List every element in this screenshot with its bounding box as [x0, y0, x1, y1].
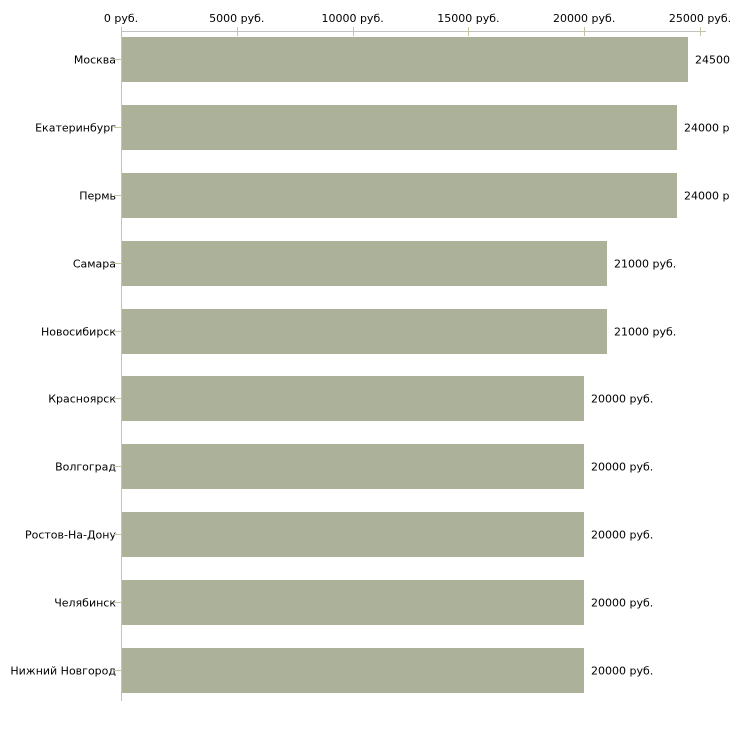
bar-row: Пермь 24000 руб.: [0, 173, 730, 218]
bar: [122, 105, 677, 150]
y-axis-tick-mark: [114, 195, 121, 196]
value-label: 21000 руб.: [614, 325, 677, 338]
bar: [122, 241, 607, 286]
bar-row: Москва 24500 руб.: [0, 37, 730, 82]
bar: [122, 376, 584, 421]
value-label: 20000 руб.: [591, 392, 654, 405]
category-label: Нижний Новгород: [10, 664, 116, 677]
x-axis-tick-label: 10000 руб.: [321, 12, 384, 25]
x-axis-tick-mark: [352, 27, 354, 36]
bar: [122, 309, 607, 354]
x-axis-tick-label: 20000 руб.: [553, 12, 616, 25]
value-label: 24000 руб.: [684, 121, 730, 134]
bar: [122, 444, 584, 489]
category-label: Волгоград: [55, 460, 116, 473]
x-axis-tick-mark: [121, 27, 122, 36]
x-axis-tick-mark: [700, 27, 701, 36]
category-label: Самара: [72, 257, 116, 270]
y-axis-tick-mark: [114, 331, 121, 332]
bar: [122, 37, 688, 82]
x-axis-tick-label: 25000 руб.: [668, 12, 730, 25]
category-label: Пермь: [79, 189, 116, 202]
y-axis-tick-mark: [114, 670, 121, 671]
value-label: 20000 руб.: [591, 664, 654, 677]
y-axis-tick-mark: [114, 263, 121, 264]
value-label: 21000 руб.: [614, 257, 677, 270]
y-axis-tick-mark: [114, 534, 121, 535]
bar-row: Волгоград 20000 руб.: [0, 444, 730, 489]
x-axis-tick-label: 15000 руб.: [437, 12, 500, 25]
category-label: Новосибирск: [40, 325, 116, 338]
y-axis-tick-mark: [114, 59, 121, 60]
bar: [122, 580, 584, 625]
y-axis-tick-mark: [114, 398, 121, 399]
x-axis-tick-label: 5000 руб.: [209, 12, 265, 25]
bar-row: Красноярск 20000 руб.: [0, 376, 730, 421]
bar-row: Самара 21000 руб.: [0, 241, 730, 286]
x-axis-tick-mark: [584, 27, 586, 36]
bar: [122, 648, 584, 693]
y-axis-line: [121, 31, 122, 701]
bar-row: Нижний Новгород 20000 руб.: [0, 648, 730, 693]
y-axis-tick-mark: [114, 127, 121, 128]
value-label: 24000 руб.: [684, 189, 730, 202]
bar-row: Челябинск 20000 руб.: [0, 580, 730, 625]
y-axis-tick-mark: [114, 602, 121, 603]
value-label: 24500 руб.: [695, 53, 730, 66]
value-label: 20000 руб.: [591, 596, 654, 609]
bar-row: Ростов-На-Дону 20000 руб.: [0, 512, 730, 557]
category-label: Красноярск: [48, 392, 116, 405]
category-label: Екатеринбург: [35, 121, 116, 134]
bar: [122, 173, 677, 218]
bar-row: Новосибирск 21000 руб.: [0, 309, 730, 354]
value-label: 20000 руб.: [591, 460, 654, 473]
x-axis-tick-mark: [236, 27, 238, 36]
category-label: Челябинск: [54, 596, 116, 609]
bar: [122, 512, 584, 557]
x-axis-tick-mark: [468, 27, 470, 36]
category-label: Ростов-На-Дону: [24, 528, 116, 541]
x-axis-line: [121, 31, 706, 32]
value-label: 20000 руб.: [591, 528, 654, 541]
category-label: Москва: [73, 53, 116, 66]
bar-row: Екатеринбург 24000 руб.: [0, 105, 730, 150]
x-axis-tick-label: 0 руб.: [103, 12, 139, 25]
y-axis-tick-mark: [114, 466, 121, 467]
